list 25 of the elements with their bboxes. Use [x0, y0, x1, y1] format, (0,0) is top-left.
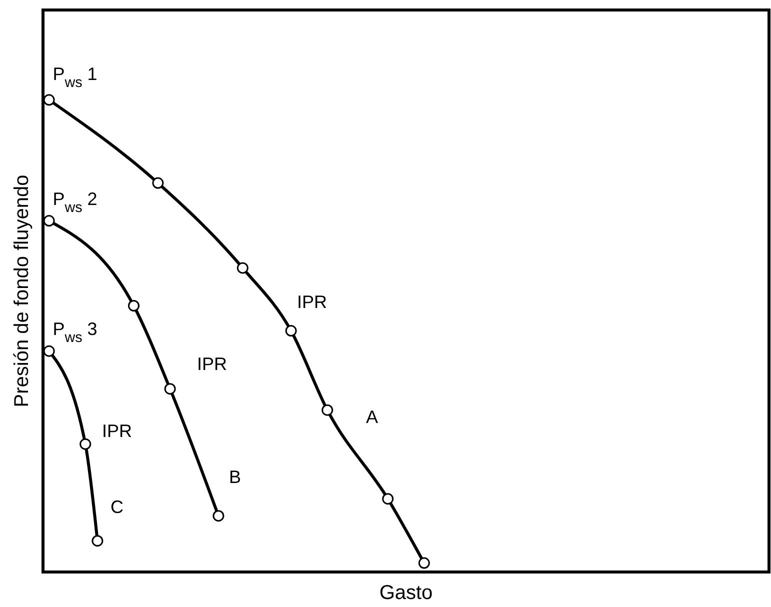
point: [236, 262, 248, 274]
point: [418, 557, 430, 569]
point: [43, 215, 55, 227]
point: [43, 94, 55, 106]
annotation: IPR: [296, 292, 328, 312]
point: [285, 325, 297, 337]
annotation: A: [366, 406, 378, 427]
point: [43, 345, 55, 357]
point: [128, 300, 140, 312]
annotation: P$_{ws}$ 3: [52, 318, 98, 346]
y-axis-title: Presión de fondo fluyendo: [11, 174, 33, 408]
point: [80, 438, 92, 450]
annotation: IPR: [196, 354, 228, 374]
point: [382, 493, 394, 505]
annotation: C: [110, 496, 124, 517]
annotation: P$_{ws}$ 2: [52, 188, 98, 216]
annotation: IPR: [102, 420, 132, 441]
point: [322, 404, 334, 416]
annotation: B: [228, 466, 242, 487]
x-axis-title: Gasto: [379, 582, 433, 604]
text: P$_{ws}$ 1: [52, 64, 98, 91]
point: [152, 177, 164, 189]
point: [92, 535, 104, 547]
point: [164, 383, 176, 395]
point: [212, 510, 224, 522]
